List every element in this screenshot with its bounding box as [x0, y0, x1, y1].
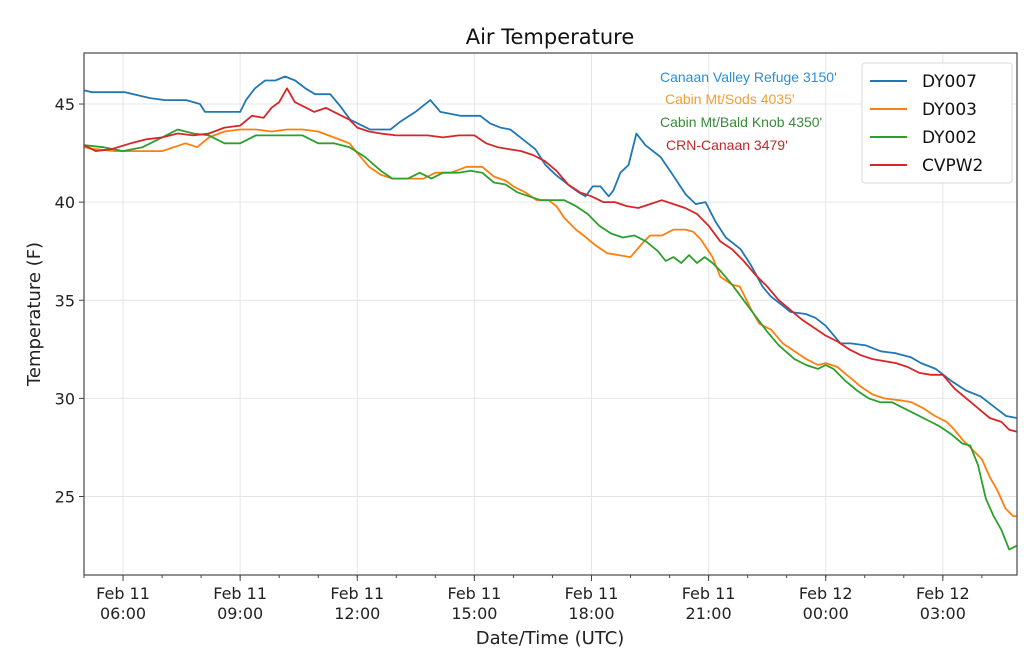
series-line-dy002	[83, 128, 1018, 551]
y-axis-title: Temperature (F)	[24, 242, 45, 387]
station-annotation: CRN-Canaan 3479'	[666, 137, 788, 153]
x-tick-label-date: Feb 11	[96, 584, 150, 603]
chart-title: Air Temperature	[466, 25, 635, 49]
x-tick-label-time: 12:00	[334, 604, 380, 623]
legend: DY007 DY003 DY002 CVPW2	[861, 62, 1013, 184]
legend-label-dy007: DY007	[922, 72, 977, 92]
x-tick-label-date: Feb 11	[213, 584, 267, 603]
x-tick-label-date: Feb 12	[916, 584, 970, 603]
station-annotation: Cabin Mt/Sods 4035'	[665, 91, 795, 107]
x-tick-label-time: 18:00	[568, 604, 614, 623]
station-annotations: Canaan Valley Refuge 3150' Cabin Mt/Sods …	[660, 69, 837, 153]
x-tick-label-date: Feb 11	[447, 584, 501, 603]
x-axis-title: Date/Time (UTC)	[476, 628, 625, 649]
x-tick-label-time: 03:00	[920, 604, 966, 623]
y-axis: 25 30 35 40 45	[55, 95, 84, 507]
x-tick-label-time: 09:00	[217, 604, 263, 623]
y-tick-label: 25	[55, 488, 75, 507]
legend-label-dy003: DY003	[922, 100, 977, 120]
x-tick-label-date: Feb 11	[330, 584, 384, 603]
station-annotation: Canaan Valley Refuge 3150'	[660, 69, 837, 85]
station-annotation: Cabin Mt/Bald Knob 4350'	[660, 114, 822, 130]
x-tick-label-time: 21:00	[686, 604, 732, 623]
y-tick-label: 35	[55, 291, 75, 310]
legend-label-cvpw2: CVPW2	[922, 156, 983, 176]
plot-frame	[83, 52, 1018, 576]
y-tick-label: 45	[55, 95, 75, 114]
y-tick-label: 30	[55, 389, 75, 408]
x-tick-label-date: Feb 12	[799, 584, 853, 603]
x-tick-label-date: Feb 11	[682, 584, 736, 603]
x-tick-label-time: 06:00	[100, 604, 146, 623]
x-tick-label-time: 15:00	[451, 604, 497, 623]
x-tick-label-time: 00:00	[803, 604, 849, 623]
series-lines	[83, 75, 1018, 551]
legend-box	[861, 62, 1013, 184]
series-line-cvpw2	[83, 87, 1018, 433]
legend-label-dy002: DY002	[922, 128, 977, 148]
series-line-dy003	[83, 128, 1017, 517]
series-line-dy007	[83, 75, 1018, 419]
y-tick-label: 40	[55, 193, 75, 212]
grid	[84, 53, 1017, 575]
x-tick-label-date: Feb 11	[565, 584, 619, 603]
